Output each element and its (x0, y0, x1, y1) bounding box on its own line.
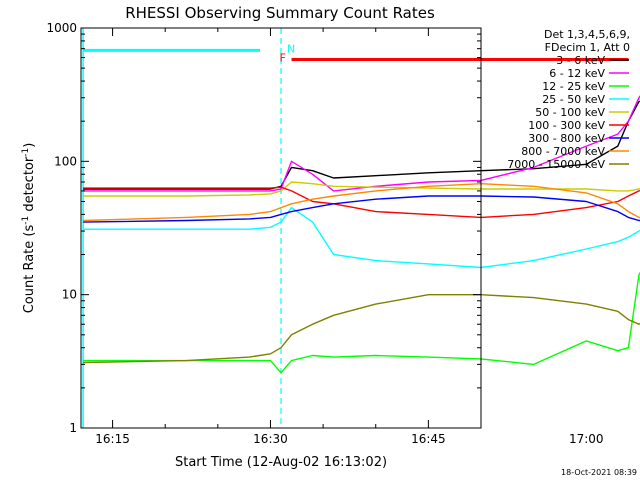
y-tick-label: 100 (54, 154, 77, 168)
plot-series (83, 95, 640, 374)
legend-header-line1: Det 1,3,4,5,6,9, (544, 28, 630, 41)
y-axis: 1 10 100 1000 (46, 21, 481, 435)
legend-label: 800 - 7000 keV (521, 145, 605, 158)
legend-label: 300 - 800 keV (528, 132, 605, 145)
legend-label: 50 - 100 keV (535, 106, 605, 119)
eclipse-label: N (287, 42, 295, 55)
timestamp: 18-Oct-2021 08:39 (561, 468, 637, 477)
y-tick-label: 1000 (46, 21, 77, 35)
legend-label: 12 - 25 keV (542, 80, 605, 93)
x-tick-label: 17:00 (569, 432, 604, 446)
y-axis-label-sup1: -1 (21, 216, 31, 225)
x-axis-label: Start Time (12-Aug-02 16:13:02) (175, 455, 387, 470)
x-tick-label: 16:45 (411, 432, 446, 446)
y-axis-label-mid: detector (22, 156, 37, 216)
legend-label: 6 - 12 keV (549, 67, 605, 80)
y-axis-label-end: ) (22, 143, 37, 148)
legend-label: 100 - 300 keV (528, 119, 605, 132)
legend-label: 7000 - 15000 keV (507, 158, 605, 171)
y-axis-label: Count Rate (s-1 detector-1) (21, 143, 37, 314)
series-line-pre-saa (83, 182, 640, 222)
y-tick-label: 10 (62, 288, 77, 302)
chart-title: RHESSI Observing Summary Count Rates (125, 4, 435, 22)
y-tick-label: 1 (69, 421, 77, 435)
x-tick-label: 16:30 (253, 432, 288, 446)
series-line-pre-saa (83, 195, 640, 223)
series-line-pre-saa (83, 186, 640, 219)
plot-annotations: NFS (82, 28, 629, 428)
series-line-pre-saa (83, 206, 640, 269)
legend-label: 25 - 50 keV (542, 93, 605, 106)
legend-header-line2: FDecim 1, Att 0 (545, 41, 630, 54)
y-axis-label-sup2: -1 (21, 148, 31, 157)
x-tick-label: 16:15 (95, 432, 130, 446)
series-line-pre-saa (83, 294, 640, 364)
flare-label: F (280, 52, 286, 65)
series-line-pre-saa (83, 95, 640, 192)
legend-label: 3 - 6 keV (556, 54, 605, 67)
plot-frame (80, 27, 482, 429)
series-line-pre-saa (83, 271, 640, 374)
y-axis-label-main: Count Rate (s (22, 225, 37, 314)
series-line-pre-saa (83, 181, 640, 197)
legend: Det 1,3,4,5,6,9, FDecim 1, Att 0 3 - 6 k… (507, 28, 630, 171)
